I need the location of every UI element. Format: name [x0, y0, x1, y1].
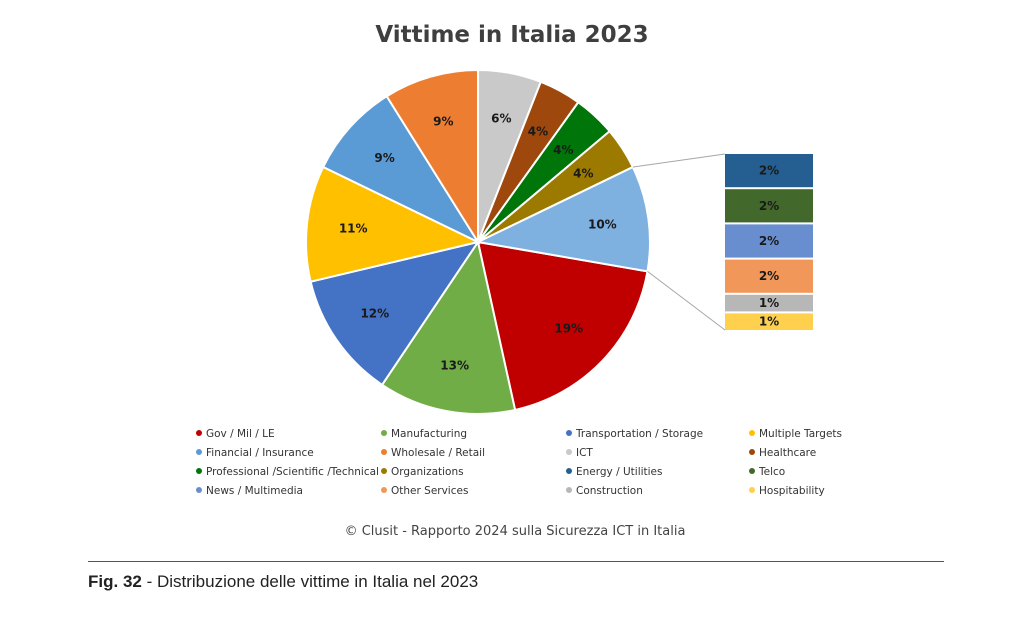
chart-title: Vittime in Italia 2023 — [375, 22, 649, 48]
legend-label: Organizations — [391, 466, 464, 478]
pie-slice-gov-mil-le — [476, 240, 649, 412]
legend-item-professional-scientific-technical: Professional /Scientific /Technical — [196, 466, 379, 478]
breakdown-label-news-multimedia: 2% — [759, 234, 779, 248]
breakdown-segment-construction — [725, 294, 813, 312]
legend-label: News / Multimedia — [206, 485, 303, 497]
data-label-wholesale-retail: 9% — [433, 114, 453, 128]
legend-item-organizations: Organizations — [381, 466, 464, 478]
breakdown-segment-telco — [725, 189, 813, 223]
breakdown-label-construction: 1% — [759, 296, 779, 310]
legend-swatch — [196, 430, 202, 436]
data-label-gov-mil-le: 19% — [554, 322, 583, 336]
legend-swatch — [566, 449, 572, 455]
connector-line-bottom — [647, 270, 726, 331]
legend-label: Manufacturing — [391, 428, 468, 440]
legend-swatch — [381, 449, 387, 455]
legend-item-news-multimedia: News / Multimedia — [196, 485, 303, 497]
connector-lines — [632, 153, 726, 331]
legend-swatch — [749, 487, 755, 493]
data-label-transportation-storage: 12% — [360, 307, 389, 321]
pie-slice-multiple-targets — [305, 165, 481, 283]
pie: 19%13%12%11%9%9% 6%4%4%4%10% — [305, 68, 651, 415]
figure-caption-text: - Distribuzione delle vittime in Italia … — [141, 572, 479, 591]
connector-line-top — [632, 153, 726, 168]
breakdown-segment-news-multimedia — [725, 224, 813, 258]
source-credit: © Clusit - Rapporto 2024 sulla Sicurezza… — [344, 524, 686, 539]
legend-item-manufacturing: Manufacturing — [381, 428, 467, 440]
data-label-multiple-targets: 11% — [339, 221, 368, 235]
legend-swatch — [749, 449, 755, 455]
data-label-ict: 6% — [491, 112, 511, 126]
pie-slice-financial-insurance — [321, 94, 481, 245]
legend-label: Hospitability — [759, 485, 825, 497]
legend-swatch — [381, 487, 387, 493]
divider — [88, 561, 944, 562]
legend-item-other-services: Other Services — [381, 485, 468, 497]
breakdown-label-other-services: 2% — [759, 269, 779, 283]
legend-item-telco: Telco — [749, 466, 785, 478]
legend-item-transportation-storage: Transportation / Storage — [566, 428, 703, 440]
legend-swatch — [381, 430, 387, 436]
pie-slice-energy-utilities — [474, 165, 651, 273]
legend-item-energy-utilities: Energy / Utilities — [566, 466, 663, 478]
legend-label: Telco — [759, 466, 786, 478]
legend-label: Healthcare — [759, 447, 817, 459]
pie-slice-transportation-storage — [309, 240, 481, 387]
pie-slice-manufacturing — [380, 239, 517, 415]
legend-swatch — [566, 430, 572, 436]
legend-label: Energy / Utilities — [576, 466, 663, 478]
data-label-manufacturing: 13% — [440, 358, 469, 372]
legend-label: Gov / Mil / LE — [206, 428, 275, 440]
legend-label: Multiple Targets — [759, 428, 843, 440]
legend-item-multiple-targets: Multiple Targets — [749, 428, 842, 440]
legend-swatch — [196, 449, 202, 455]
legend-item-hospitability: Hospitability — [749, 485, 825, 497]
legend-item-healthcare: Healthcare — [749, 447, 816, 459]
legend-item-ict: ICT — [566, 447, 593, 459]
legend-label: Transportation / Storage — [576, 428, 704, 440]
figure-number: Fig. 32 — [88, 572, 142, 591]
legend-label: Financial / Insurance — [206, 447, 314, 459]
legend-label: Construction — [576, 485, 643, 497]
breakdown-label-hospitability: 1% — [759, 315, 779, 329]
legend-swatch — [566, 487, 572, 493]
legend-swatch — [749, 468, 755, 474]
legend-item-construction: Construction — [566, 485, 643, 497]
data-label-healthcare: 4% — [528, 125, 548, 139]
data-label-financial-insurance: 9% — [374, 151, 394, 165]
legend-swatch — [196, 487, 202, 493]
pie-slice-wholesale-retail — [385, 68, 480, 246]
data-label-energy-utilities: 10% — [588, 218, 617, 232]
legend-label: Other Services — [391, 485, 469, 497]
breakdown-bar: 2% 2% 2% 2% 1% 1% — [725, 154, 813, 330]
breakdown-segment-other-services — [725, 259, 813, 293]
legend-swatch — [749, 430, 755, 436]
legend-swatch — [196, 468, 202, 474]
legend-item-gov-mil-le: Gov / Mil / LE — [196, 428, 275, 440]
breakdown-segment-energy-utilities — [725, 154, 813, 188]
legend-label: ICT — [576, 447, 593, 459]
legend-swatch — [566, 468, 572, 474]
data-label-professional-scientific-technical: 4% — [553, 143, 573, 157]
legend-swatch — [381, 468, 387, 474]
breakdown-segment-hospitability — [725, 313, 813, 330]
legend-item-wholesale-retail: Wholesale / Retail — [381, 447, 485, 459]
breakdown-label-energy-utilities: 2% — [759, 164, 779, 178]
legend-label: Wholesale / Retail — [391, 447, 486, 459]
legend-label: Professional /Scientific /Technical — [206, 466, 379, 478]
data-label-organizations: 4% — [573, 167, 593, 181]
breakdown-label-telco: 2% — [759, 199, 779, 213]
legend-item-financial-insurance: Financial / Insurance — [196, 447, 314, 459]
figure-caption: Fig. 32 - Distribuzione delle vittime in… — [88, 572, 478, 592]
